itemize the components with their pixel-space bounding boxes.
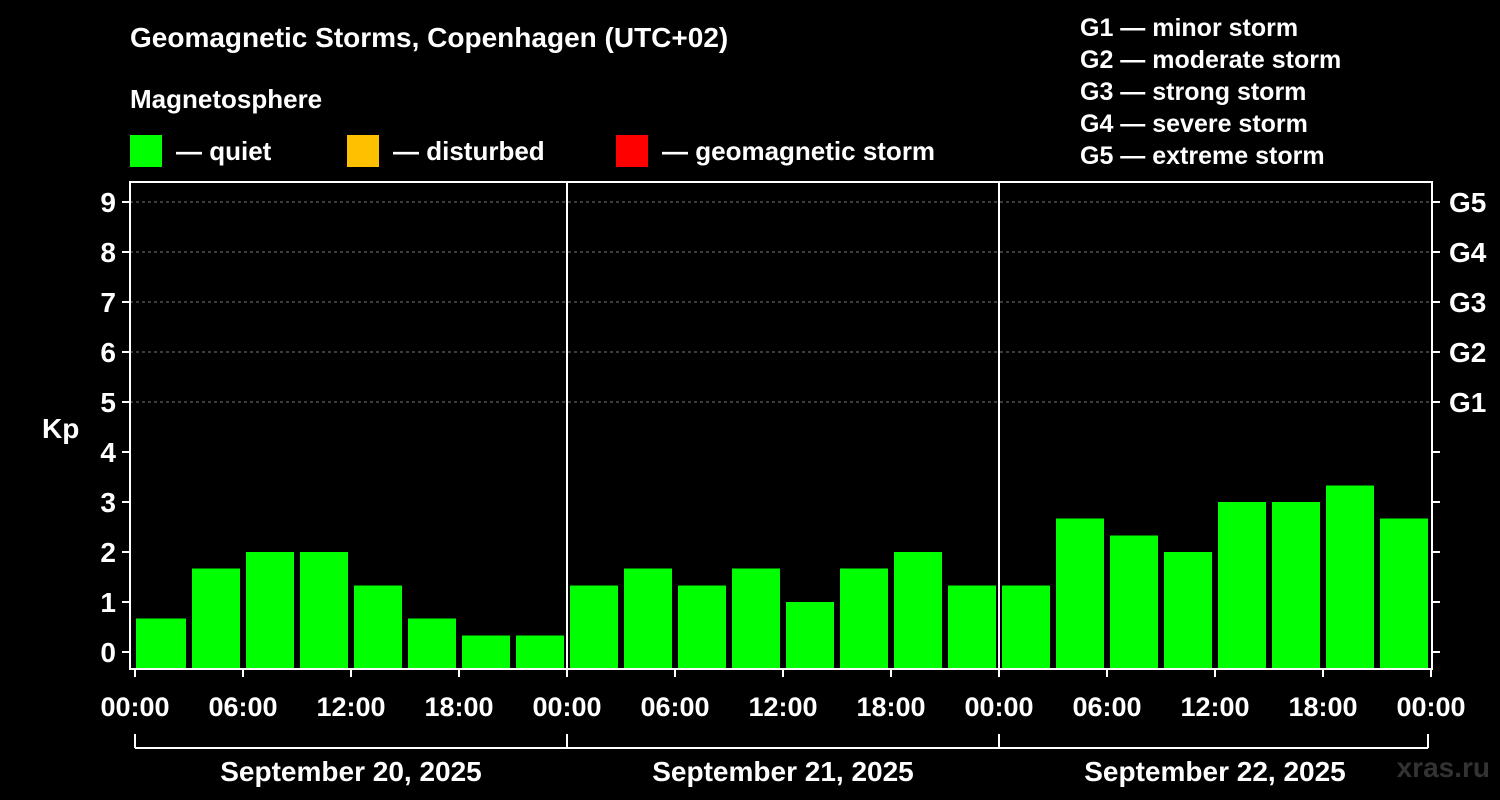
kp-bar	[624, 568, 672, 669]
y-tick-label: 1	[100, 587, 116, 618]
legend-label-quiet: — quiet	[176, 135, 272, 166]
kp-bar	[1380, 518, 1428, 669]
kp-bar	[462, 635, 510, 669]
storm-level-label: G4	[1449, 237, 1487, 268]
x-tick-label: 12:00	[748, 692, 817, 722]
storm-level-label: G3	[1449, 287, 1486, 318]
y-tick-label: 6	[100, 337, 116, 368]
kp-bar	[246, 552, 294, 669]
kp-bar	[1164, 552, 1212, 669]
storm-scale-g1: G1 — minor storm	[1080, 14, 1299, 42]
kp-bar	[732, 568, 780, 669]
chart-subtitle: Magnetosphere	[130, 84, 323, 114]
storm-scale-g4: G4 — severe storm	[1080, 110, 1308, 138]
storm-scale-g3: G3 — strong storm	[1080, 78, 1307, 106]
chart-title: Geomagnetic Storms, Copenhagen (UTC+02)	[130, 22, 729, 53]
y-tick-label: 4	[100, 437, 116, 468]
x-tick-label: 00:00	[100, 692, 169, 722]
y-tick-label: 9	[100, 187, 116, 218]
x-tick-label: 18:00	[1288, 692, 1357, 722]
kp-bar	[1002, 585, 1050, 669]
kp-bar	[1272, 502, 1320, 669]
x-tick-label: 06:00	[640, 692, 709, 722]
y-tick-label: 2	[100, 537, 116, 568]
kp-bar	[408, 618, 456, 669]
y-axis-label: Kp	[42, 413, 79, 444]
date-label: September 22, 2025	[1084, 756, 1346, 787]
storm-level-label: G5	[1449, 187, 1486, 218]
x-tick-label: 12:00	[1180, 692, 1249, 722]
kp-bar	[786, 602, 834, 669]
x-tick-label: 18:00	[424, 692, 493, 722]
kp-bar	[300, 552, 348, 669]
kp-bar	[516, 635, 564, 669]
legend-label-storm: — geomagnetic storm	[662, 135, 936, 166]
legend-swatch-disturbed	[347, 135, 379, 167]
storm-level-label: G2	[1449, 337, 1486, 368]
kp-bar	[840, 568, 888, 669]
x-tick-label: 00:00	[964, 692, 1033, 722]
date-label: September 21, 2025	[652, 756, 914, 787]
kp-bar	[1326, 485, 1374, 669]
kp-bar	[1110, 535, 1158, 669]
watermark: xras.ru	[1396, 752, 1490, 783]
storm-scale-g2: G2 — moderate storm	[1080, 46, 1342, 74]
x-tick-label: 18:00	[856, 692, 925, 722]
legend-label-disturbed: — disturbed	[393, 135, 545, 166]
x-tick-label: 12:00	[316, 692, 385, 722]
kp-bar	[948, 585, 996, 669]
legend-item-quiet: — quiet	[130, 134, 271, 168]
legend-swatch-storm	[616, 135, 648, 167]
y-tick-label: 8	[100, 237, 116, 268]
legend-item-storm: — geomagnetic storm	[616, 134, 935, 168]
legend-swatch-quiet	[130, 135, 162, 167]
y-tick-label: 5	[100, 387, 116, 418]
x-tick-label: 00:00	[1396, 692, 1465, 722]
plot-frame	[129, 181, 1433, 670]
y-tick-label: 0	[100, 637, 116, 668]
kp-bar	[894, 552, 942, 669]
kp-bar	[192, 568, 240, 669]
kp-bar	[1056, 518, 1104, 669]
kp-bar	[136, 618, 186, 669]
x-tick-label: 06:00	[208, 692, 277, 722]
kp-bar	[570, 585, 618, 669]
x-tick-label: 06:00	[1072, 692, 1141, 722]
legend-item-disturbed: — disturbed	[347, 134, 545, 168]
storm-scale-g5: G5 — extreme storm	[1080, 142, 1325, 170]
storm-level-label: G1	[1449, 387, 1486, 418]
y-tick-label: 3	[100, 487, 116, 518]
kp-bar	[354, 585, 402, 669]
storm-scale-legend: G1 — minor storm G2 — moderate storm G3 …	[1080, 12, 1341, 172]
kp-bar	[1218, 502, 1266, 669]
y-tick-label: 7	[100, 287, 116, 318]
date-label: September 20, 2025	[220, 756, 482, 787]
kp-bar	[678, 585, 726, 669]
x-tick-label: 00:00	[532, 692, 601, 722]
